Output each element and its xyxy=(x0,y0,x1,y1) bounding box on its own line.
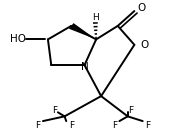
Polygon shape xyxy=(69,23,96,39)
Text: F: F xyxy=(69,121,74,130)
Text: O: O xyxy=(137,3,145,13)
Text: N: N xyxy=(81,62,88,72)
Text: O: O xyxy=(140,40,148,50)
Text: F: F xyxy=(145,121,150,130)
Text: F: F xyxy=(112,121,117,130)
Text: F: F xyxy=(52,106,57,116)
Text: F: F xyxy=(128,106,134,116)
Text: F: F xyxy=(35,121,41,130)
Text: HO: HO xyxy=(10,34,26,44)
Text: H: H xyxy=(92,13,99,22)
